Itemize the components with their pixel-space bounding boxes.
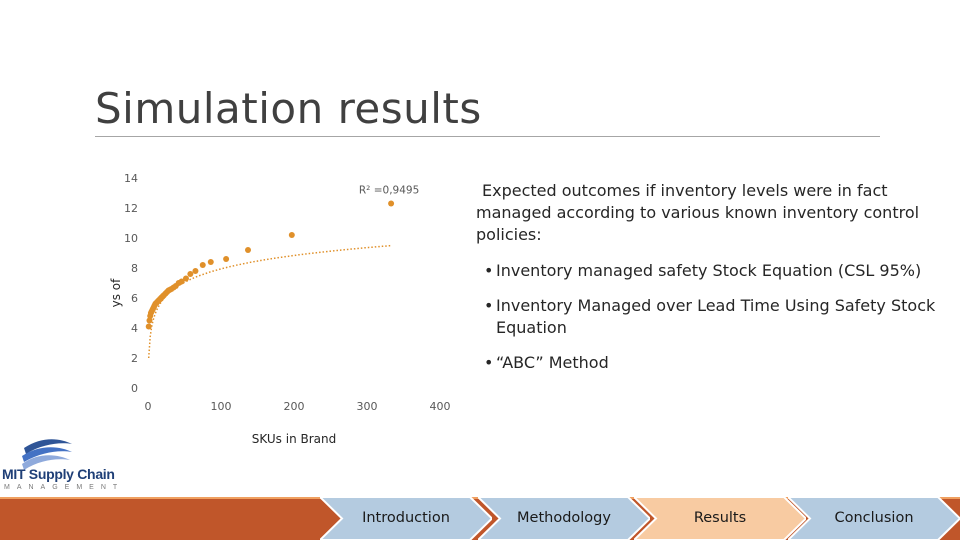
y-tick-label: 2 (131, 352, 138, 365)
title-divider (95, 136, 880, 137)
data-point (145, 323, 152, 330)
y-tick-label: 8 (131, 262, 138, 275)
trend-line (147, 244, 392, 359)
nav-methodology-label: Methodology (517, 510, 611, 526)
nav-methodology[interactable]: Methodology (478, 497, 650, 540)
x-tick-label: 200 (284, 400, 305, 413)
data-point (187, 271, 194, 277)
bullet-text: “ABC” Method (496, 353, 609, 372)
slide-title: Simulation results (95, 84, 482, 133)
data-point (178, 278, 185, 285)
data-point (207, 259, 214, 265)
y-tick-label: 4 (131, 322, 138, 335)
intro-text: Expected outcomes if inventory levels we… (476, 181, 920, 244)
x-tick-label: 0 (145, 400, 152, 413)
data-point (182, 275, 189, 282)
nav-conclusion-label: Conclusion (834, 510, 914, 526)
nav-introduction-label: Introduction (362, 510, 450, 526)
nav-results-label: Results (693, 510, 747, 526)
mit-logo-icon (22, 439, 72, 470)
x-axis-label: SKUs in Brand (252, 432, 337, 446)
data-point (288, 232, 295, 238)
data-point (388, 200, 395, 207)
data-point (223, 256, 230, 262)
y-tick-label: 14 (124, 172, 138, 185)
bullet-list: Expected outcomes if inventory levels we… (476, 180, 946, 387)
x-tick-label: 300 (357, 400, 378, 413)
y-tick-label: 12 (124, 202, 138, 215)
bullet-text: Inventory managed safety Stock Equation … (496, 261, 922, 280)
data-point (199, 262, 206, 268)
r-squared-annotation: R² =0,9495 (359, 185, 419, 197)
bullet-item: • Inventory Managed over Lead Time Using … (476, 295, 946, 339)
x-tick-label: 100 (211, 400, 232, 413)
x-tick-label: 400 (430, 400, 451, 413)
y-axis-label: ys of (109, 278, 123, 308)
bullet-text: Inventory Managed over Lead Time Using S… (496, 296, 936, 337)
data-point (245, 247, 252, 253)
logo-subtitle: MANAGEMENT (4, 484, 125, 491)
scatter-chart: 0 2 4 6 8 10 12 14 0 100 200 300 400 SKUs in Brand ys … (109, 172, 451, 446)
bullet-item: • “ABC” Method (484, 353, 609, 372)
nav-conclusion[interactable]: Conclusion (788, 497, 960, 540)
y-tick-label: 6 (131, 292, 138, 305)
nav-results[interactable]: Results (634, 497, 806, 540)
data-point (192, 268, 199, 274)
y-tick-label: 10 (124, 232, 138, 245)
nav-introduction[interactable]: Introduction (320, 497, 492, 540)
y-tick-label: 0 (131, 382, 138, 395)
data-point (146, 317, 153, 324)
bullet-item: • Inventory managed safety Stock Equation… (484, 261, 922, 280)
logo-name: MIT Supply Chain (2, 466, 115, 482)
